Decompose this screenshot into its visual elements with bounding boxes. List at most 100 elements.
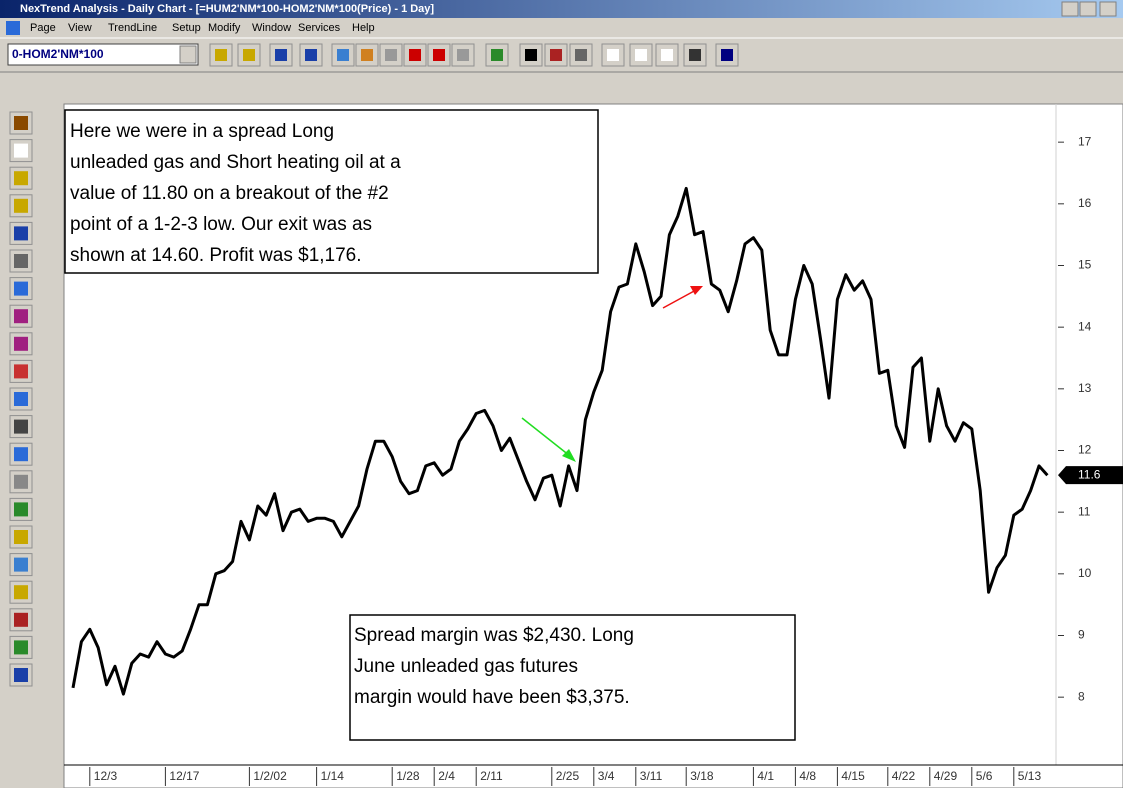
entry-arrowhead	[562, 449, 576, 462]
x-tick-label: 5/6	[976, 769, 993, 783]
menu-item[interactable]: Setup	[172, 22, 201, 34]
x-tick-label: 5/13	[1018, 769, 1042, 783]
exit-arrowhead	[690, 286, 703, 295]
side-icon	[14, 226, 28, 241]
annotation-text: June unleaded gas futures	[354, 656, 578, 677]
x-tick-label: 12/3	[94, 769, 118, 783]
toolbar-icon	[215, 49, 227, 61]
price-line	[71, 186, 1049, 696]
annotation-box	[349, 614, 796, 741]
menu-item[interactable]: View	[68, 22, 92, 34]
side-icon	[14, 364, 28, 379]
min-button[interactable]	[1061, 1, 1079, 17]
toolbar-icon	[721, 49, 733, 61]
annotation-box	[64, 109, 599, 274]
annotation-text: shown at 14.60. Profit was $1,176.	[70, 245, 362, 266]
toolbar-icon	[305, 49, 317, 61]
last-price-label: 11.6	[1078, 467, 1101, 481]
toolbar-icon	[661, 49, 673, 61]
side-icon	[14, 612, 28, 627]
max-button[interactable]	[1079, 1, 1097, 17]
menu-item[interactable]: Modify	[208, 22, 241, 34]
side-icon	[14, 309, 28, 324]
y-tick-label: 8	[1078, 689, 1085, 703]
toolbar-icon	[575, 49, 587, 61]
y-tick-label: 12	[1078, 443, 1092, 457]
x-tick-label: 2/4	[438, 769, 455, 783]
toolbar-icon	[433, 49, 445, 61]
toolbar-icon	[491, 49, 503, 61]
y-tick-label: 14	[1078, 319, 1092, 333]
y-tick-label: 11	[1078, 504, 1091, 518]
side-icon	[14, 557, 28, 572]
annotation-text: value of 11.80 on a breakout of the #2	[70, 183, 389, 204]
x-tick-label: 3/11	[640, 769, 663, 783]
annotation-text: Here we were in a spread Long	[70, 121, 334, 142]
combo-arrow[interactable]	[179, 45, 197, 64]
side-icon	[14, 668, 28, 682]
side-icon	[14, 198, 28, 213]
x-tick-label: 4/8	[799, 769, 816, 783]
symbol-text: 0-HOM2'NM*100	[12, 47, 104, 61]
title-bar	[0, 0, 1123, 18]
menu-item[interactable]: Help	[352, 22, 375, 34]
y-tick-label: 13	[1078, 381, 1092, 395]
side-icon	[14, 530, 28, 544]
x-tick-label: 1/28	[396, 769, 420, 783]
menu-item[interactable]: Services	[298, 22, 341, 34]
x-tick-label: 4/1	[757, 769, 774, 783]
menu-item[interactable]: TrendLine	[108, 22, 157, 34]
last-price-marker	[1058, 466, 1123, 485]
y-tick-label: 15	[1078, 258, 1092, 272]
y-tick-label: 17	[1078, 134, 1092, 148]
side-icon	[14, 281, 28, 296]
side-icon	[14, 254, 28, 268]
x-tick-label: 12/17	[169, 769, 199, 783]
y-tick-label: 16	[1078, 196, 1092, 210]
menu-bar	[0, 18, 1123, 38]
side-icon	[14, 585, 28, 600]
toolbar-icon	[243, 49, 255, 61]
toolbar-icon	[337, 49, 349, 61]
x-tick-label: 3/18	[690, 769, 714, 783]
side-icon	[14, 640, 28, 655]
side-icon	[14, 502, 28, 517]
annotation-text: Spread margin was $2,430. Long	[354, 625, 634, 646]
exit-arrow	[662, 289, 697, 309]
menu-item[interactable]: Page	[30, 22, 56, 34]
toolbar-icon	[275, 49, 287, 61]
side-icon	[14, 447, 28, 462]
x-tick-label: 4/15	[841, 769, 865, 783]
x-tick-label: 1/14	[321, 769, 345, 783]
entry-arrow	[521, 417, 571, 457]
window-buttons	[1061, 1, 1117, 17]
toolbar-icon	[635, 49, 647, 61]
toolbar-icon	[457, 49, 469, 61]
toolbar-icon	[689, 49, 701, 61]
menu-item[interactable]: Window	[252, 22, 291, 34]
side-icon	[14, 392, 28, 406]
symbol-combo[interactable]	[7, 43, 199, 66]
toolbar-icon	[409, 49, 421, 61]
x-tick-label: 4/22	[892, 769, 916, 783]
toolbar-icon	[607, 49, 619, 61]
close-button[interactable]	[1099, 1, 1117, 17]
x-tick-label: 1/2/02	[253, 769, 287, 783]
toolbar-icon	[385, 49, 397, 61]
x-tick-label: 2/25	[556, 769, 580, 783]
side-icon	[14, 171, 28, 186]
side-icon	[14, 474, 28, 489]
side-icon	[14, 336, 28, 351]
toolbar-icon	[361, 49, 373, 61]
y-tick-label: 10	[1078, 566, 1092, 580]
window-title: NexTrend Analysis - Daily Chart - [=HUM2…	[20, 3, 434, 15]
side-icon	[14, 419, 28, 434]
y-tick-label: 9	[1078, 628, 1085, 642]
annotation-text: point of a 1-2-3 low. Our exit was as	[70, 214, 372, 235]
x-tick-label: 2/11	[480, 769, 503, 783]
toolbar-icon	[550, 49, 562, 61]
toolbar-icon	[525, 49, 537, 61]
side-icon	[14, 143, 28, 158]
annotation-text: unleaded gas and Short heating oil at a	[70, 152, 401, 173]
